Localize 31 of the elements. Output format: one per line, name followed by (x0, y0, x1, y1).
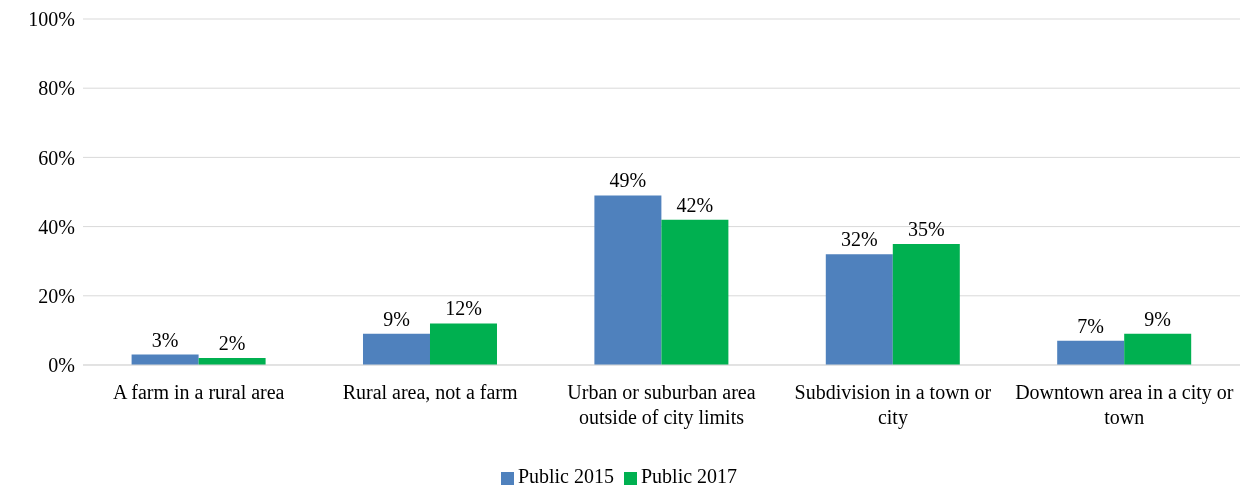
data-label: 3% (151, 328, 179, 351)
bar (825, 254, 893, 365)
y-tick-label: 60% (38, 146, 75, 169)
bar (362, 333, 430, 365)
data-label: 2% (218, 332, 246, 355)
legend-label: Public 2017 (641, 465, 738, 487)
data-label: 42% (676, 193, 714, 216)
x-tick-label: A farm in a rural area (112, 381, 285, 403)
x-tick-label: Urban or suburban area outside of city limits (567, 381, 756, 429)
x-tick-label: Rural area, not a farm (342, 381, 518, 403)
data-label: 35% (907, 217, 945, 240)
data-label: 9% (383, 307, 410, 330)
bar (661, 219, 729, 365)
y-tick-label: 0% (48, 354, 75, 377)
data-label: 9% (1144, 307, 1172, 330)
bar (1057, 340, 1125, 365)
y-tick-label: 80% (38, 77, 75, 100)
y-tick-label: 100% (28, 8, 75, 31)
x-tick-label: Downtown area in a city or town (1015, 381, 1234, 428)
data-label: 32% (840, 228, 878, 251)
y-tick-label: 20% (38, 284, 75, 307)
data-label: 7% (1077, 314, 1105, 337)
y-tick-label: 40% (38, 215, 75, 238)
bar (429, 323, 497, 365)
data-label: 49% (609, 169, 647, 192)
bar (892, 243, 960, 365)
data-label: 12% (445, 297, 482, 320)
x-tick-label: Subdivision in a town or city (794, 381, 992, 429)
legend-label: Public 2015 (517, 465, 614, 487)
bar (594, 195, 662, 365)
bar (1124, 333, 1192, 365)
